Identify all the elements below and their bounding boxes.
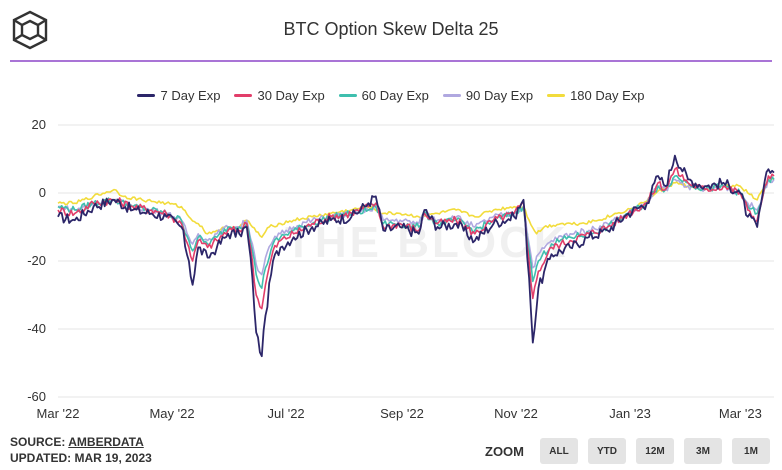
legend-label: 60 Day Exp xyxy=(361,88,429,103)
y-tick-label: -20 xyxy=(27,253,46,268)
zoom-all-button[interactable]: ALL xyxy=(540,438,578,464)
y-tick-label: 20 xyxy=(32,117,46,132)
header-divider xyxy=(10,60,772,62)
line-chart: 20 0 -20 -40 -60 Mar '22 May '22 Jul '22 Sep '22… xyxy=(27,117,775,421)
legend-swatch xyxy=(234,94,253,97)
zoom-ytd-button[interactable]: YTD xyxy=(588,438,626,464)
series-line-30-day-exp xyxy=(57,166,775,310)
legend-item[interactable]: 30 Day Exp xyxy=(234,88,325,103)
x-tick-label: Sep '22 xyxy=(380,406,424,421)
source-link[interactable]: AMBERDATA xyxy=(68,435,144,449)
chart-legend: 7 Day Exp 30 Day Exp 60 Day Exp 90 Day Exp 1… xyxy=(0,88,782,103)
legend-label: 180 Day Exp xyxy=(570,88,645,103)
y-tick-label: -40 xyxy=(27,321,46,336)
y-tick-label: 0 xyxy=(39,185,46,200)
series-line-90-day-exp xyxy=(57,178,775,276)
legend-label: 90 Day Exp xyxy=(465,88,534,103)
series-line-7-day-exp xyxy=(57,154,775,358)
y-tick-label: -60 xyxy=(27,389,46,404)
chart-title: BTC Option Skew Delta 25 xyxy=(283,19,499,39)
zoom-label: ZOOM xyxy=(485,443,524,459)
x-tick-label: Jan '23 xyxy=(609,406,651,421)
zoom-12m-button[interactable]: 12M xyxy=(636,438,674,464)
source-prefix: SOURCE: xyxy=(10,435,69,449)
zoom-controls: ZOOM ALL YTD 12M 3M 1M xyxy=(485,438,770,464)
legend-label: 7 Day Exp xyxy=(160,88,221,103)
zoom-1m-button[interactable]: 1M xyxy=(732,438,770,464)
the-block-cube-icon[interactable] xyxy=(8,8,52,52)
watermark: THE BLOCK xyxy=(285,218,569,267)
legend-label: 30 Day Exp xyxy=(257,88,325,103)
header: BTC Option Skew Delta 25 xyxy=(0,0,782,62)
source-line: SOURCE: AMBERDATA xyxy=(10,434,152,450)
zoom-3m-button[interactable]: 3M xyxy=(684,438,722,464)
legend-item[interactable]: 180 Day Exp xyxy=(547,88,645,103)
x-tick-label: Mar '22 xyxy=(37,406,80,421)
legend-swatch xyxy=(442,94,461,97)
legend-swatch xyxy=(547,94,566,97)
legend-item[interactable]: 60 Day Exp xyxy=(338,88,429,103)
updated-date: UPDATED: MAR 19, 2023 xyxy=(10,451,152,465)
x-tick-label: Jul '22 xyxy=(267,406,304,421)
series-line-180-day-exp xyxy=(57,177,775,238)
legend-item[interactable]: 90 Day Exp xyxy=(442,88,534,103)
legend-swatch xyxy=(338,94,357,97)
x-tick-label: Mar '23 xyxy=(719,406,762,421)
x-tick-label: Nov '22 xyxy=(494,406,538,421)
legend-item[interactable]: 7 Day Exp xyxy=(137,88,220,103)
x-tick-label: May '22 xyxy=(149,406,194,421)
legend-swatch xyxy=(137,94,156,97)
source-info: SOURCE: AMBERDATA UPDATED: MAR 19, 2023 xyxy=(10,434,152,466)
